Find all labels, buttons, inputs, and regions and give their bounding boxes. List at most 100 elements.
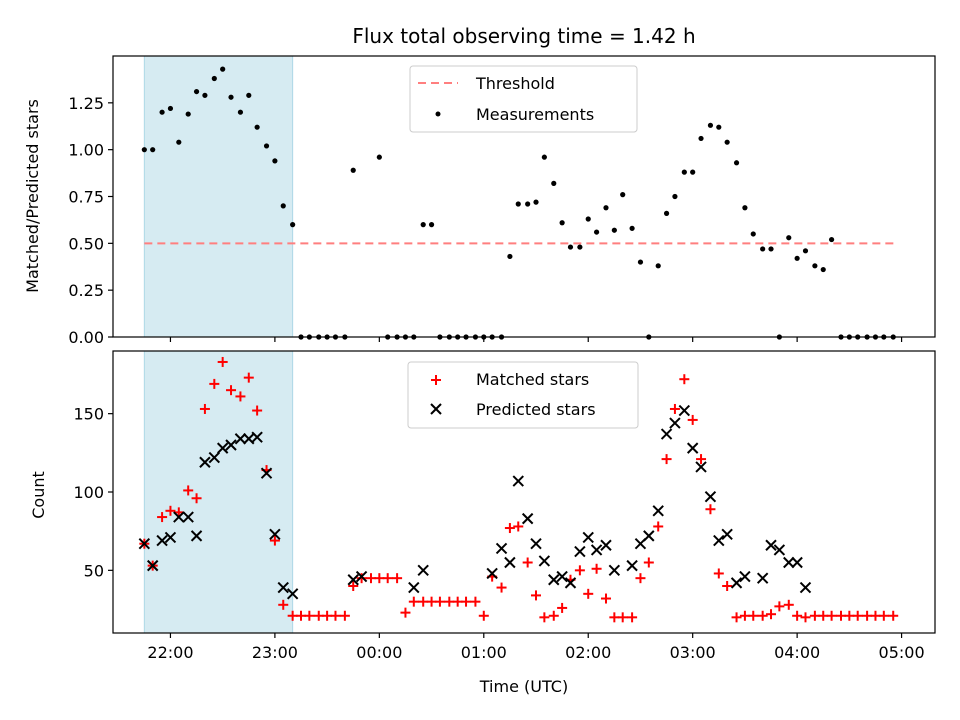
x-tick-label: 01:00: [461, 643, 507, 662]
x-b: [260, 467, 273, 479]
x-b: [574, 545, 586, 558]
predicted-star-point: [173, 511, 185, 523]
matched-star-point: [504, 523, 515, 534]
x-b: [739, 570, 751, 583]
predicted-star-point: [512, 475, 524, 487]
measurement-point: [254, 124, 260, 130]
matched-star-point: [739, 610, 750, 621]
x-b: [512, 475, 524, 487]
predicted-star-point: [678, 404, 691, 417]
x-tick-label: 03:00: [670, 643, 716, 662]
measurement-point: [350, 167, 356, 173]
count-legend-box: [407, 361, 639, 429]
x-b: [783, 556, 795, 569]
matched-star-point: [243, 372, 254, 383]
x-b: [495, 542, 508, 555]
matched-star-point: [774, 601, 785, 612]
y-tick-label: 0.50: [68, 234, 104, 253]
x-b: [156, 534, 168, 547]
legend-measurements-label: Measurements: [476, 105, 594, 124]
matched-star-point: [418, 596, 429, 607]
predicted-star-point: [730, 577, 743, 589]
predicted-star-point: [495, 542, 508, 555]
measurement-point: [760, 246, 766, 252]
x-b: [669, 417, 681, 429]
x-b: [626, 559, 638, 572]
matched-star-point: [583, 588, 594, 599]
matched-star-point: [800, 612, 811, 623]
measurement-point: [655, 263, 661, 269]
measurement-point: [280, 203, 286, 209]
x-b: [556, 570, 568, 583]
matched-star-point: [539, 612, 550, 623]
matched-star-point: [287, 610, 298, 621]
x-b: [530, 537, 542, 550]
measurement-point: [603, 205, 609, 211]
measurement-point: [802, 248, 809, 254]
measurement-point: [820, 266, 826, 273]
x-b: [564, 577, 577, 589]
predicted-star-point: [564, 577, 577, 589]
matched-star-point: [278, 599, 289, 610]
matched-star-point: [748, 610, 759, 621]
x-b: [146, 559, 159, 572]
measurement-point: [750, 231, 756, 237]
predicted-star-point: [146, 559, 159, 572]
measurement-point: [159, 109, 165, 115]
predicted-star-point: [652, 505, 664, 517]
predicted-star-point: [765, 539, 777, 551]
matched-star-point: [609, 612, 620, 623]
count-panel-xlabel: Time (UTC): [479, 677, 568, 696]
matched-star-point: [382, 573, 393, 584]
matched-star-point: [809, 610, 820, 621]
legend-matched-label: Matched stars: [476, 370, 589, 389]
predicted-star-point: [504, 556, 516, 569]
measurement-point: [611, 227, 617, 233]
x-b: [643, 530, 655, 542]
matched-star-point: [356, 573, 367, 584]
predicted-star-point: [286, 588, 299, 600]
predicted-star-point: [756, 572, 769, 584]
x-b: [269, 528, 281, 541]
predicted-star-point: [643, 530, 655, 542]
highlight-span: [143, 350, 294, 634]
measurement-point: [681, 169, 687, 175]
measurement-point: [716, 124, 722, 130]
flux-legend: Threshold Measurements: [409, 65, 638, 133]
measurement-point: [507, 253, 513, 260]
measurement-point: [672, 193, 678, 200]
measurement-point: [567, 244, 574, 250]
predicted-star-point: [164, 531, 177, 544]
matched-star-point: [513, 521, 524, 532]
measurement-point: [585, 216, 591, 222]
x-tick-label: 02:00: [565, 643, 611, 662]
flux-ratio-panel: 0.00 0.25 0.50 0.75 1.00 1.25: [68, 55, 936, 347]
measurement-point: [559, 220, 565, 226]
matched-star-point: [870, 610, 881, 621]
measurement-point: [786, 235, 792, 241]
measurement-point: [237, 109, 244, 115]
predicted-star-point: [713, 534, 725, 547]
predicted-star-point: [347, 574, 359, 586]
matched-star-point: [313, 610, 324, 621]
x-b: [590, 544, 603, 556]
x-b: [582, 531, 594, 544]
matched-star-point: [478, 610, 489, 621]
matched-star-point: [330, 610, 341, 621]
matched-star-point: [157, 512, 168, 523]
predicted-star-point: [574, 545, 586, 558]
measurement-point: [577, 244, 583, 250]
matched-star-point: [226, 385, 237, 396]
x-b: [355, 570, 368, 583]
predicted-star-point: [277, 581, 289, 594]
matched-star-point: [217, 356, 228, 367]
matched-star-point: [426, 596, 437, 607]
matched-star-point: [434, 596, 445, 607]
measurement-point: [428, 222, 435, 228]
count-panel-ylabel: Count: [29, 471, 48, 519]
matched-star-point: [531, 590, 542, 601]
series-predicted-stars: [138, 404, 812, 600]
matched-star-point: [617, 612, 628, 623]
x-b: [660, 428, 673, 440]
x-tick-label: 04:00: [774, 643, 820, 662]
